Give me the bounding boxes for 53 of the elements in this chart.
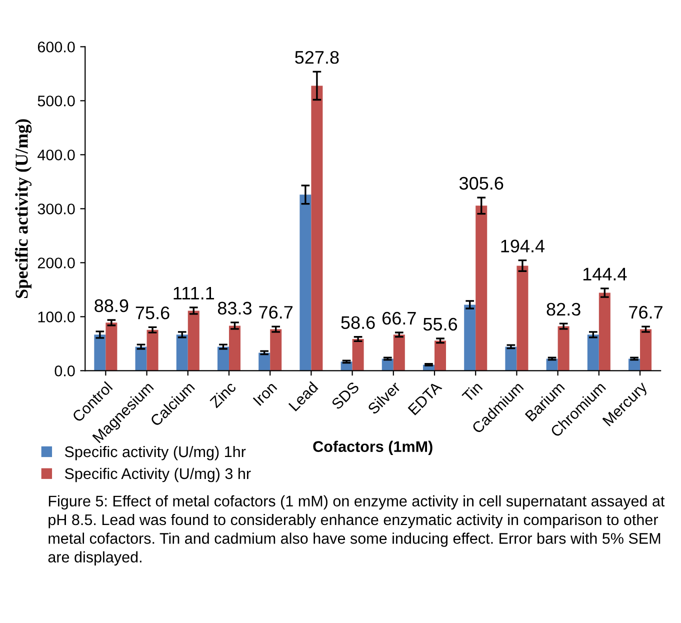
y-tick-label: 500.0 (38, 96, 75, 106)
data-label: 55.6 (423, 318, 458, 331)
data-label: 76.7 (259, 306, 293, 319)
x-tick-label: Zinc (208, 380, 237, 408)
legend-label: Specific Activity (U/mg) 3 hr (64, 468, 251, 482)
bar (135, 346, 147, 371)
data-label: 88.9 (94, 299, 128, 312)
bar (300, 194, 312, 371)
bar (188, 310, 200, 371)
bar (546, 358, 558, 371)
bar (382, 358, 394, 371)
bar (311, 86, 323, 371)
y-tick-label: 100.0 (38, 312, 75, 322)
data-label: 83.3 (218, 302, 252, 315)
x-tick-label: Iron (252, 382, 278, 406)
bar (146, 330, 158, 371)
data-label: 305.6 (459, 176, 504, 190)
y-tick-label: 300.0 (38, 204, 75, 214)
bar (587, 334, 599, 371)
bar (352, 339, 364, 371)
data-label: 75.6 (136, 306, 170, 320)
y-tick-label: 0.0 (54, 366, 75, 376)
bar (516, 266, 528, 371)
bar (640, 329, 652, 371)
caption: Figure 5: Effect of metal cofactors (1 mM) on enzyme activity in cell supernatant assayed at pH 8.5. Lead was found to considerably enhance enzymatic activity in comparison to other metal cofactors. Tin and cadmium also have some inducing effect. Error bars with 5% SEM are displayed. (48, 495, 665, 566)
bar (94, 334, 106, 371)
data-label: 66.7 (382, 312, 416, 325)
bar (434, 340, 446, 371)
bar (393, 334, 405, 371)
data-label: 58.6 (341, 316, 375, 329)
data-label: 194.4 (501, 240, 545, 252)
y-tick-label: 400.0 (38, 150, 75, 160)
bar (228, 326, 240, 371)
bar (476, 206, 488, 371)
data-label: 111.1 (174, 286, 214, 300)
data-label: 82.3 (546, 302, 580, 316)
legend-label: Specific activity (U/mg) 1hr (64, 446, 246, 460)
x-axis-title: Cofactors (1mM) (313, 440, 432, 455)
data-label: 527.8 (295, 50, 339, 64)
bar (176, 334, 188, 371)
y-tick-label: 200.0 (38, 258, 75, 268)
y-tick-label: 600.0 (38, 42, 75, 52)
data-label: 76.7 (629, 306, 662, 319)
y-axis-title: Specific activity (U/mg) (14, 119, 32, 298)
bar (598, 292, 610, 371)
bar (258, 352, 270, 371)
data-label: 144.4 (583, 268, 627, 280)
bar (217, 346, 229, 371)
bar (558, 326, 570, 371)
bar (106, 322, 118, 371)
bar (270, 329, 282, 371)
bar (505, 346, 517, 371)
bar (464, 304, 476, 371)
